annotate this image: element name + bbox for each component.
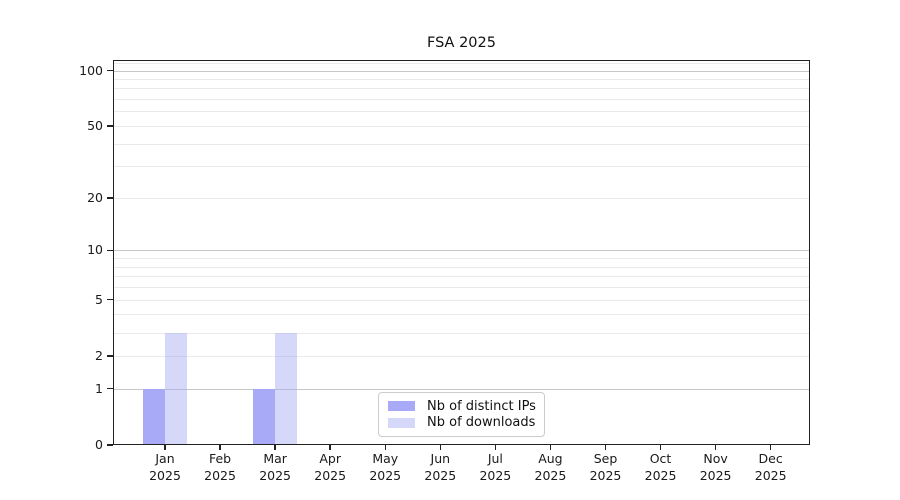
- gridline-minor: [114, 88, 809, 90]
- gridline-minor: [114, 276, 809, 278]
- x-tick-label-nov: Nov 2025: [699, 451, 732, 483]
- x-tick-label-jul: Jul 2025: [479, 451, 512, 483]
- bar-distinct-ips-mar: [253, 388, 276, 444]
- x-tick-mark: [769, 445, 772, 450]
- gridline-major: [114, 388, 809, 390]
- gridline-minor: [114, 299, 809, 301]
- gridline-minor: [114, 258, 809, 260]
- gridline-minor: [114, 197, 809, 199]
- gridline-minor: [114, 62, 809, 64]
- x-tick-mark: [439, 445, 441, 450]
- gridline-major: [114, 70, 809, 72]
- y-tick-label: 2: [95, 347, 103, 363]
- y-tick-mark: [107, 69, 113, 72]
- gridline-minor: [114, 99, 809, 101]
- x-tick-label-sep: Sep 2025: [589, 451, 622, 483]
- y-tick-mark: [107, 298, 113, 301]
- legend-entry-downloads: Nb of downloads: [388, 415, 535, 430]
- x-tick-mark: [494, 445, 497, 450]
- y-tick-mark: [107, 355, 113, 357]
- gridline-minor: [114, 111, 809, 113]
- gridline-minor: [114, 166, 809, 168]
- chart-title: FSA 2025: [427, 35, 496, 51]
- x-tick-mark: [659, 445, 662, 450]
- gridline-minor: [114, 266, 809, 268]
- x-tick-label-jun: Jun 2025: [424, 451, 457, 483]
- x-tick-label-feb: Feb 2025: [204, 451, 236, 483]
- x-tick-mark: [384, 445, 386, 450]
- gridline-minor: [114, 78, 809, 80]
- gridline-minor: [114, 125, 809, 127]
- bar-distinct-ips-jan: [143, 388, 165, 444]
- x-tick-mark: [329, 445, 331, 450]
- y-tick-label: 10: [87, 242, 103, 258]
- x-tick-mark: [274, 445, 276, 450]
- gridline-minor: [114, 314, 809, 316]
- y-tick-mark: [107, 444, 113, 446]
- x-tick-label-jan: Jan 2025: [149, 451, 181, 483]
- bar-downloads-mar: [275, 332, 298, 444]
- x-tick-label-oct: Oct 2025: [644, 451, 677, 483]
- legend-entry-distinct-ips: Nb of distinct IPs: [388, 398, 536, 414]
- y-tick-label: 100: [79, 62, 103, 78]
- x-tick-label-mar: Mar 2025: [259, 451, 292, 483]
- y-tick-mark: [107, 249, 113, 252]
- x-tick-label-dec: Dec 2025: [754, 451, 787, 483]
- y-tick-label: 1: [95, 380, 103, 396]
- legend-label-distinct-ips: Nb of distinct IPs: [427, 398, 536, 414]
- gridline-minor: [114, 287, 809, 289]
- x-tick-label-may: May 2025: [369, 451, 402, 483]
- bar-downloads-jan: [165, 332, 187, 444]
- gridline-minor: [114, 143, 809, 145]
- x-tick-mark: [164, 445, 166, 450]
- y-tick-label: 20: [87, 189, 103, 205]
- y-tick-mark: [107, 197, 113, 199]
- y-tick-label: 0: [95, 437, 103, 452]
- legend: Nb of distinct IPs Nb of downloads: [378, 392, 545, 437]
- gridline-minor: [114, 355, 809, 357]
- plot-area: [113, 60, 810, 445]
- legend-swatch-downloads-icon: [388, 417, 415, 428]
- x-tick-mark: [714, 445, 717, 450]
- y-tick-mark: [107, 388, 113, 390]
- y-tick-label: 5: [95, 291, 103, 307]
- y-tick-mark: [107, 125, 113, 127]
- gridline-major: [114, 250, 809, 252]
- y-tick-label: 50: [87, 117, 103, 133]
- x-tick-label-apr: Apr 2025: [314, 451, 347, 483]
- x-tick-mark: [604, 445, 607, 450]
- x-tick-label-aug: Aug 2025: [534, 451, 567, 483]
- gridline-minor: [114, 332, 809, 334]
- legend-label-downloads: Nb of downloads: [427, 415, 536, 431]
- legend-swatch-distinct-ips-icon: [388, 401, 415, 412]
- x-tick-mark: [219, 445, 221, 450]
- x-tick-mark: [549, 445, 552, 450]
